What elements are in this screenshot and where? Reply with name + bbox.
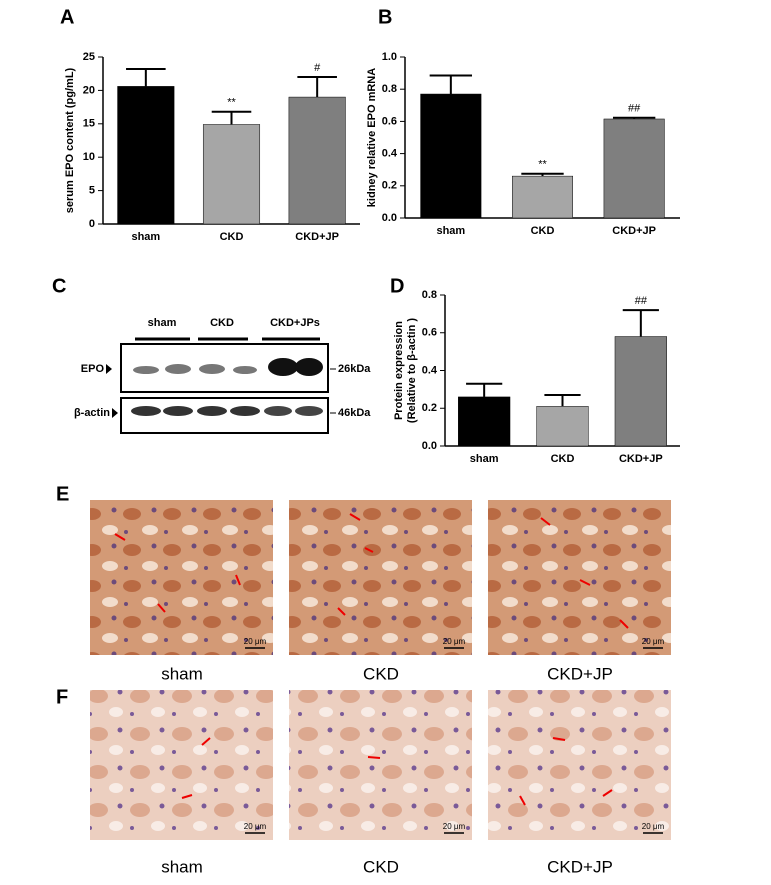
bar bbox=[536, 406, 589, 447]
image-caption: CKD bbox=[363, 857, 399, 876]
bands bbox=[131, 358, 323, 416]
micrograph bbox=[289, 690, 472, 840]
bar bbox=[117, 86, 175, 225]
significance: ## bbox=[635, 295, 648, 307]
micrograph bbox=[289, 500, 472, 655]
y-tick-label: 5 bbox=[89, 185, 95, 197]
image-caption: CKD bbox=[363, 664, 399, 683]
image-caption: sham bbox=[161, 664, 203, 683]
bar bbox=[512, 175, 573, 219]
panel-label: E bbox=[56, 483, 69, 505]
y-axis-label: kidney relative EPO mRNA bbox=[366, 68, 378, 207]
scale-bar-label: 20 μm bbox=[244, 822, 267, 831]
significance: ** bbox=[538, 159, 547, 171]
y-axis-label: Protein expression bbox=[393, 321, 405, 420]
panel-label: F bbox=[56, 686, 68, 708]
significance: # bbox=[314, 62, 321, 74]
y-tick-label: 0.6 bbox=[422, 327, 437, 339]
image-caption: sham bbox=[161, 857, 203, 876]
y-tick-label: 15 bbox=[83, 118, 95, 130]
y-tick-label: 25 bbox=[83, 51, 95, 63]
micrograph bbox=[90, 690, 273, 840]
blot-size: 46kDa bbox=[338, 407, 371, 419]
x-tick-label: sham bbox=[436, 225, 465, 237]
bar bbox=[288, 96, 346, 225]
y-tick-label: 0.2 bbox=[422, 402, 437, 414]
red-arrows bbox=[114, 513, 629, 806]
y-tick-label: 0.8 bbox=[382, 83, 397, 95]
x-tick-label: CKD+JP bbox=[295, 231, 339, 243]
x-tick-label: CKD bbox=[531, 225, 555, 237]
western-blot: sham CKD CKD+JPs EPO β-actin 26kDa 46kDa bbox=[74, 317, 371, 434]
micrographs-e: sham CKD CKD+JP bbox=[90, 500, 671, 683]
y-tick-label: 0.2 bbox=[382, 180, 397, 192]
blot-group: CKD bbox=[210, 317, 234, 329]
x-tick-label: CKD bbox=[551, 453, 575, 465]
bar bbox=[603, 118, 665, 219]
blot-group: CKD+JPs bbox=[270, 317, 320, 329]
image-caption: CKD+JP bbox=[547, 664, 613, 683]
y-tick-label: 0.0 bbox=[422, 440, 437, 452]
image-caption: CKD+JP bbox=[547, 857, 613, 876]
x-tick-label: CKD+JP bbox=[619, 453, 663, 465]
y-tick-label: 0 bbox=[89, 218, 95, 230]
x-tick-label: CKD+JP bbox=[612, 225, 656, 237]
blot-box bbox=[120, 397, 329, 434]
x-tick-label: CKD bbox=[220, 231, 244, 243]
y-tick-label: 0.0 bbox=[382, 212, 397, 224]
blot-group: sham bbox=[148, 317, 177, 329]
blot-row: EPO bbox=[81, 363, 105, 375]
panel-label: B bbox=[378, 6, 392, 28]
y-tick-label: 20 bbox=[83, 84, 95, 96]
panel-label: A bbox=[60, 6, 74, 28]
scale-bar-label: 20 μm bbox=[642, 637, 665, 646]
significance: ** bbox=[227, 97, 236, 109]
bar bbox=[614, 336, 667, 447]
scale-bar-label: 20 μm bbox=[642, 822, 665, 831]
scale-bar-label: 20 μm bbox=[443, 822, 466, 831]
y-tick-label: 0.6 bbox=[382, 115, 397, 127]
scale-bar-label: 20 μm bbox=[443, 637, 466, 646]
row-arrow bbox=[106, 364, 112, 374]
micrographs-f: sham CKD CKD+JP bbox=[90, 690, 671, 876]
bar bbox=[202, 124, 261, 225]
y-axis-label: (Relative to β-actin ) bbox=[406, 318, 418, 423]
y-tick-label: 1.0 bbox=[382, 51, 397, 63]
blot-row: β-actin bbox=[74, 407, 110, 419]
panel-label: C bbox=[52, 275, 66, 297]
bar bbox=[458, 396, 511, 447]
y-tick-label: 0.8 bbox=[422, 289, 437, 301]
scale-bars: 20 μm 20 μm 20 μm 20 μm 20 μm 20 μm bbox=[244, 637, 665, 834]
scale-bar-label: 20 μm bbox=[244, 637, 267, 646]
blot-size: 26kDa bbox=[338, 363, 371, 375]
bar bbox=[420, 93, 482, 219]
y-tick-label: 10 bbox=[83, 151, 95, 163]
micrograph bbox=[90, 500, 273, 655]
x-tick-label: sham bbox=[470, 453, 499, 465]
y-tick-label: 0.4 bbox=[382, 148, 398, 160]
micrograph bbox=[488, 690, 671, 840]
panel-label: D bbox=[390, 275, 404, 297]
row-arrow bbox=[112, 408, 118, 418]
significance: ## bbox=[628, 103, 641, 115]
y-tick-label: 0.4 bbox=[422, 364, 438, 376]
micrograph bbox=[488, 500, 671, 655]
y-axis-label: serum EPO content (pg/mL) bbox=[64, 67, 76, 213]
x-tick-label: sham bbox=[131, 231, 160, 243]
